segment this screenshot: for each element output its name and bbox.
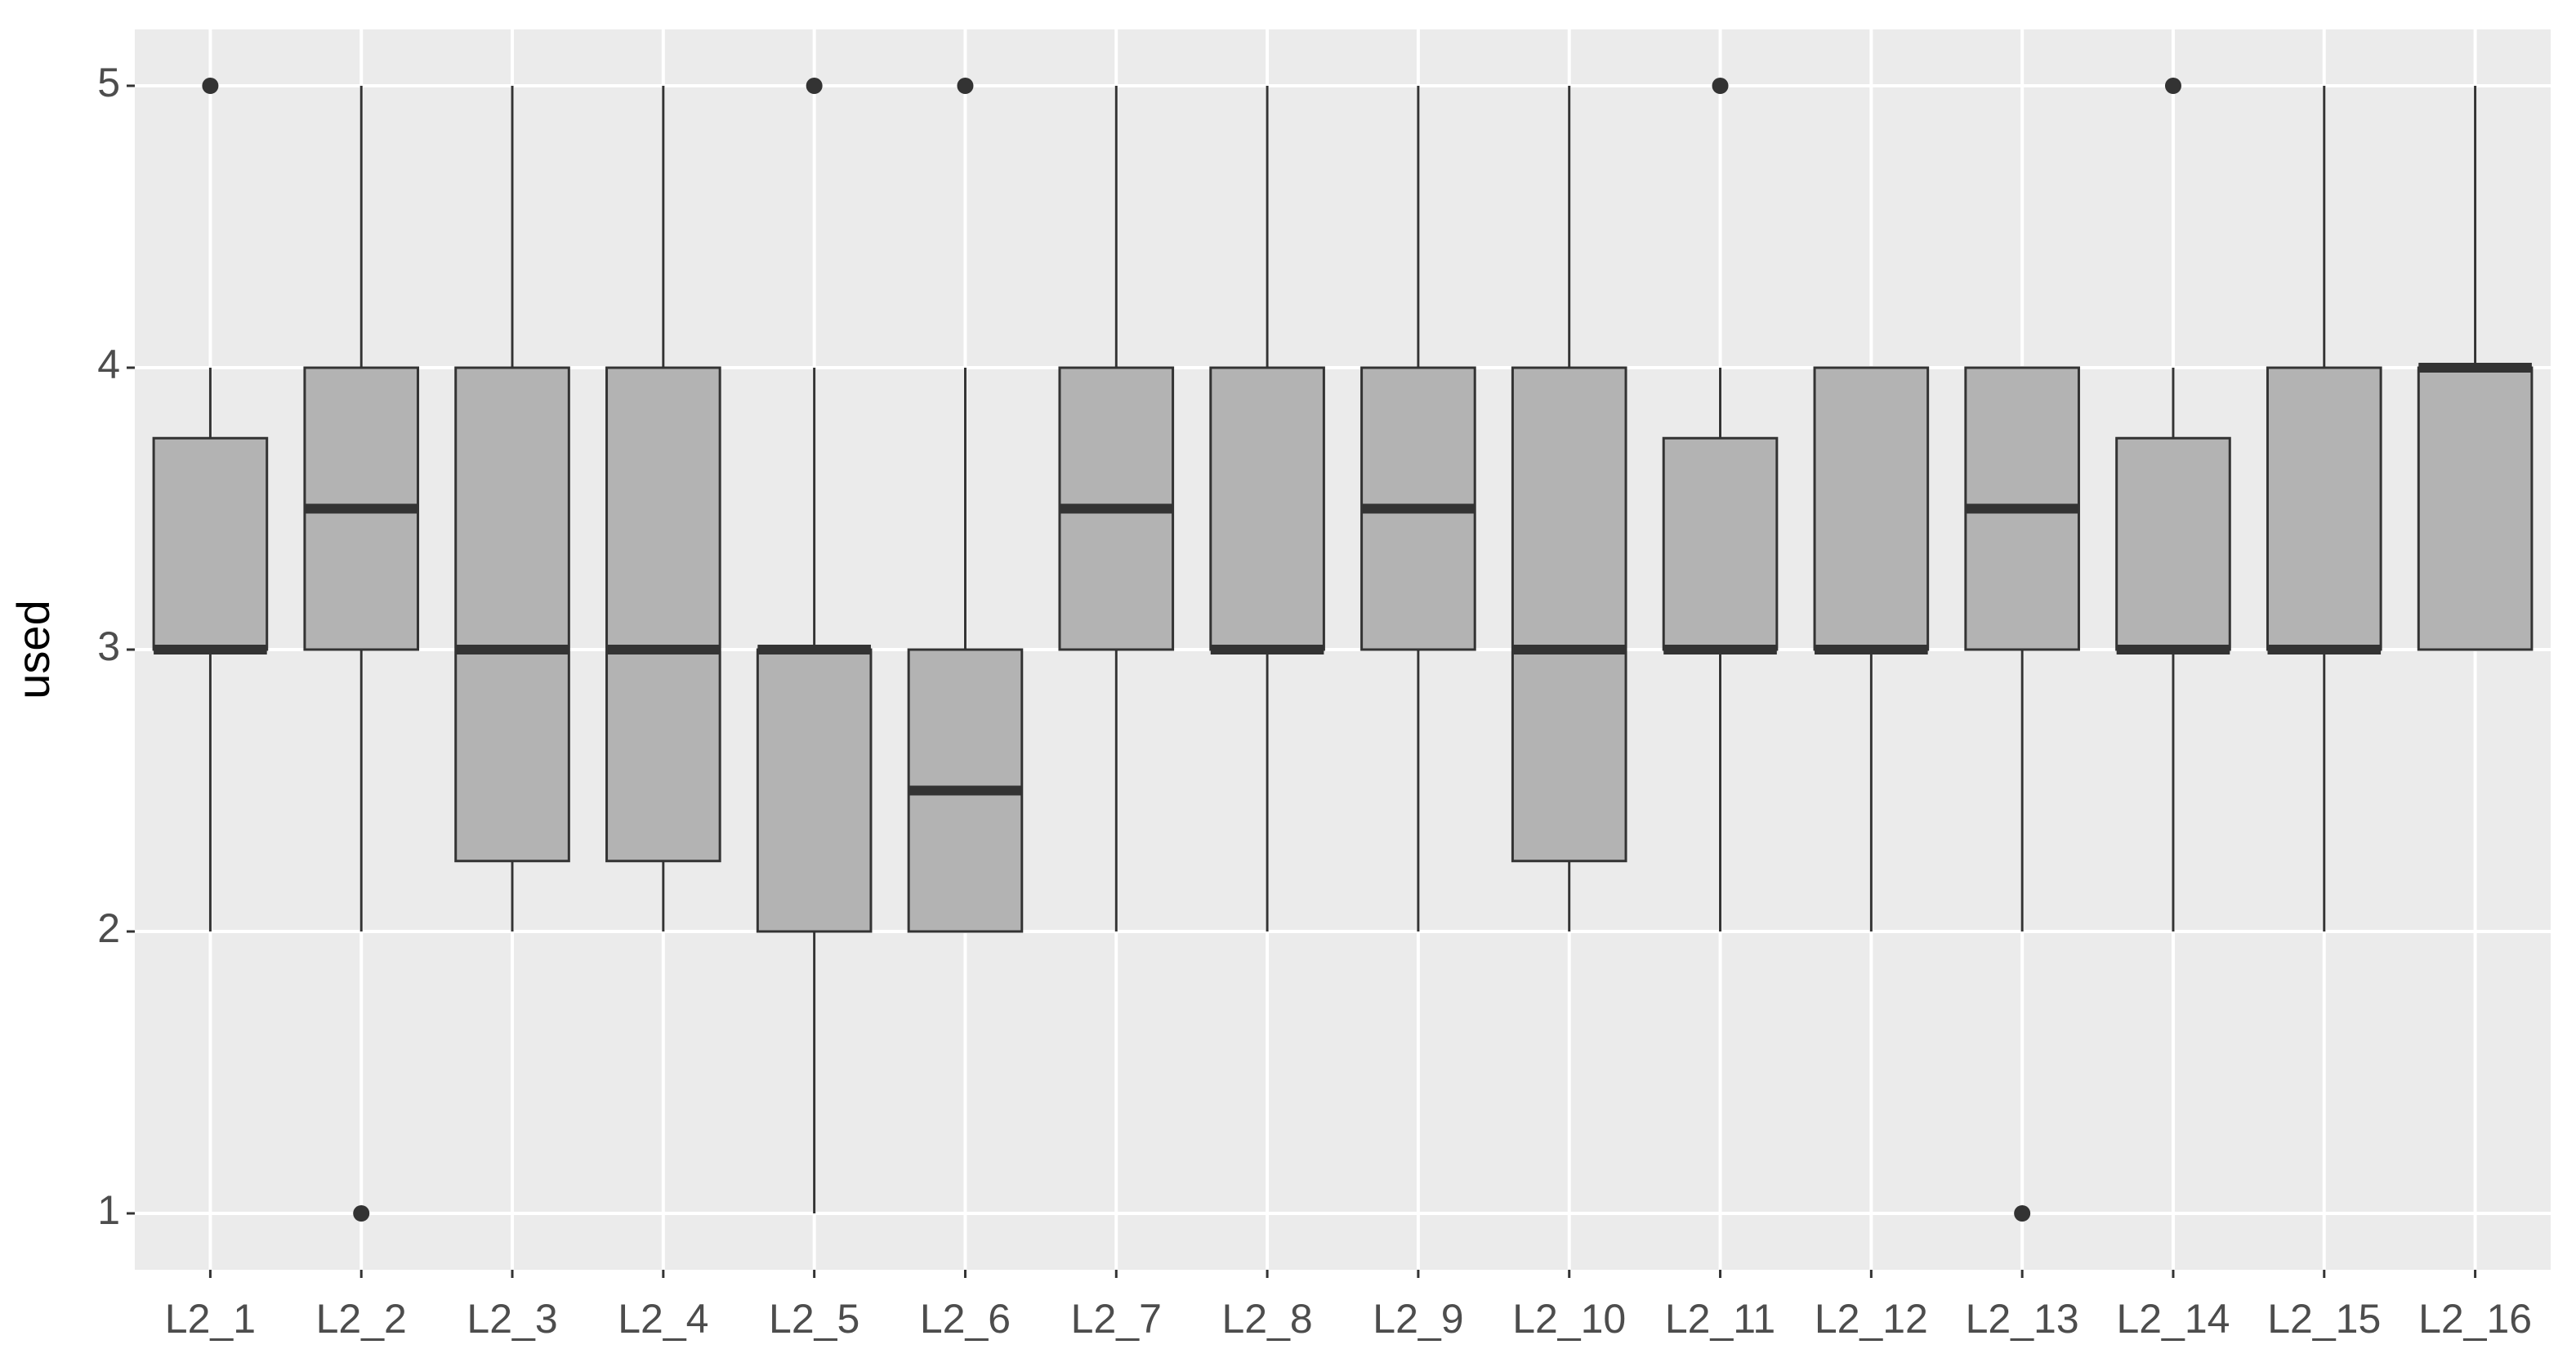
outlier [2014,1205,2031,1222]
x-tick-label: L2_16 [2418,1296,2532,1342]
box [2115,436,2231,651]
box [2417,366,2534,651]
x-tick-label: L2_11 [1665,1296,1775,1342]
outlier [957,78,974,94]
x-tick-label: L2_6 [920,1296,1011,1342]
x-tick-label: L2_7 [1071,1296,1162,1342]
y-tick-label: 2 [97,905,120,951]
x-tick-label: L2_1 [165,1296,256,1342]
box [454,366,570,863]
y-tick-label: 3 [97,623,120,669]
box [756,648,873,933]
box [1209,366,1325,651]
x-tick-label: L2_3 [467,1296,557,1342]
x-tick-label: L2_4 [618,1296,708,1342]
outlier [2164,78,2181,94]
x-tick-label: L2_5 [769,1296,859,1342]
outlier [806,78,823,94]
y-axis-label: used [7,600,59,699]
y-tick-label: 1 [97,1187,120,1233]
y-tick-label: 4 [97,342,120,387]
box [605,366,721,863]
y-tick-label: 5 [97,60,120,105]
box [1813,366,1930,651]
outlier [202,78,219,94]
x-tick-label: L2_2 [316,1296,407,1342]
x-tick-label: L2_9 [1373,1296,1463,1342]
box [1511,366,1627,863]
x-tick-label: L2_12 [1815,1296,1928,1342]
box [1662,436,1779,651]
x-tick-label: L2_15 [2267,1296,2381,1342]
x-tick-label: L2_13 [1966,1296,2079,1342]
outlier [353,1205,370,1222]
box [152,436,269,651]
x-tick-label: L2_10 [1512,1296,1626,1342]
outlier [1712,78,1729,94]
x-tick-label: L2_14 [2116,1296,2230,1342]
x-tick-label: L2_8 [1221,1296,1312,1342]
box [2266,366,2382,651]
